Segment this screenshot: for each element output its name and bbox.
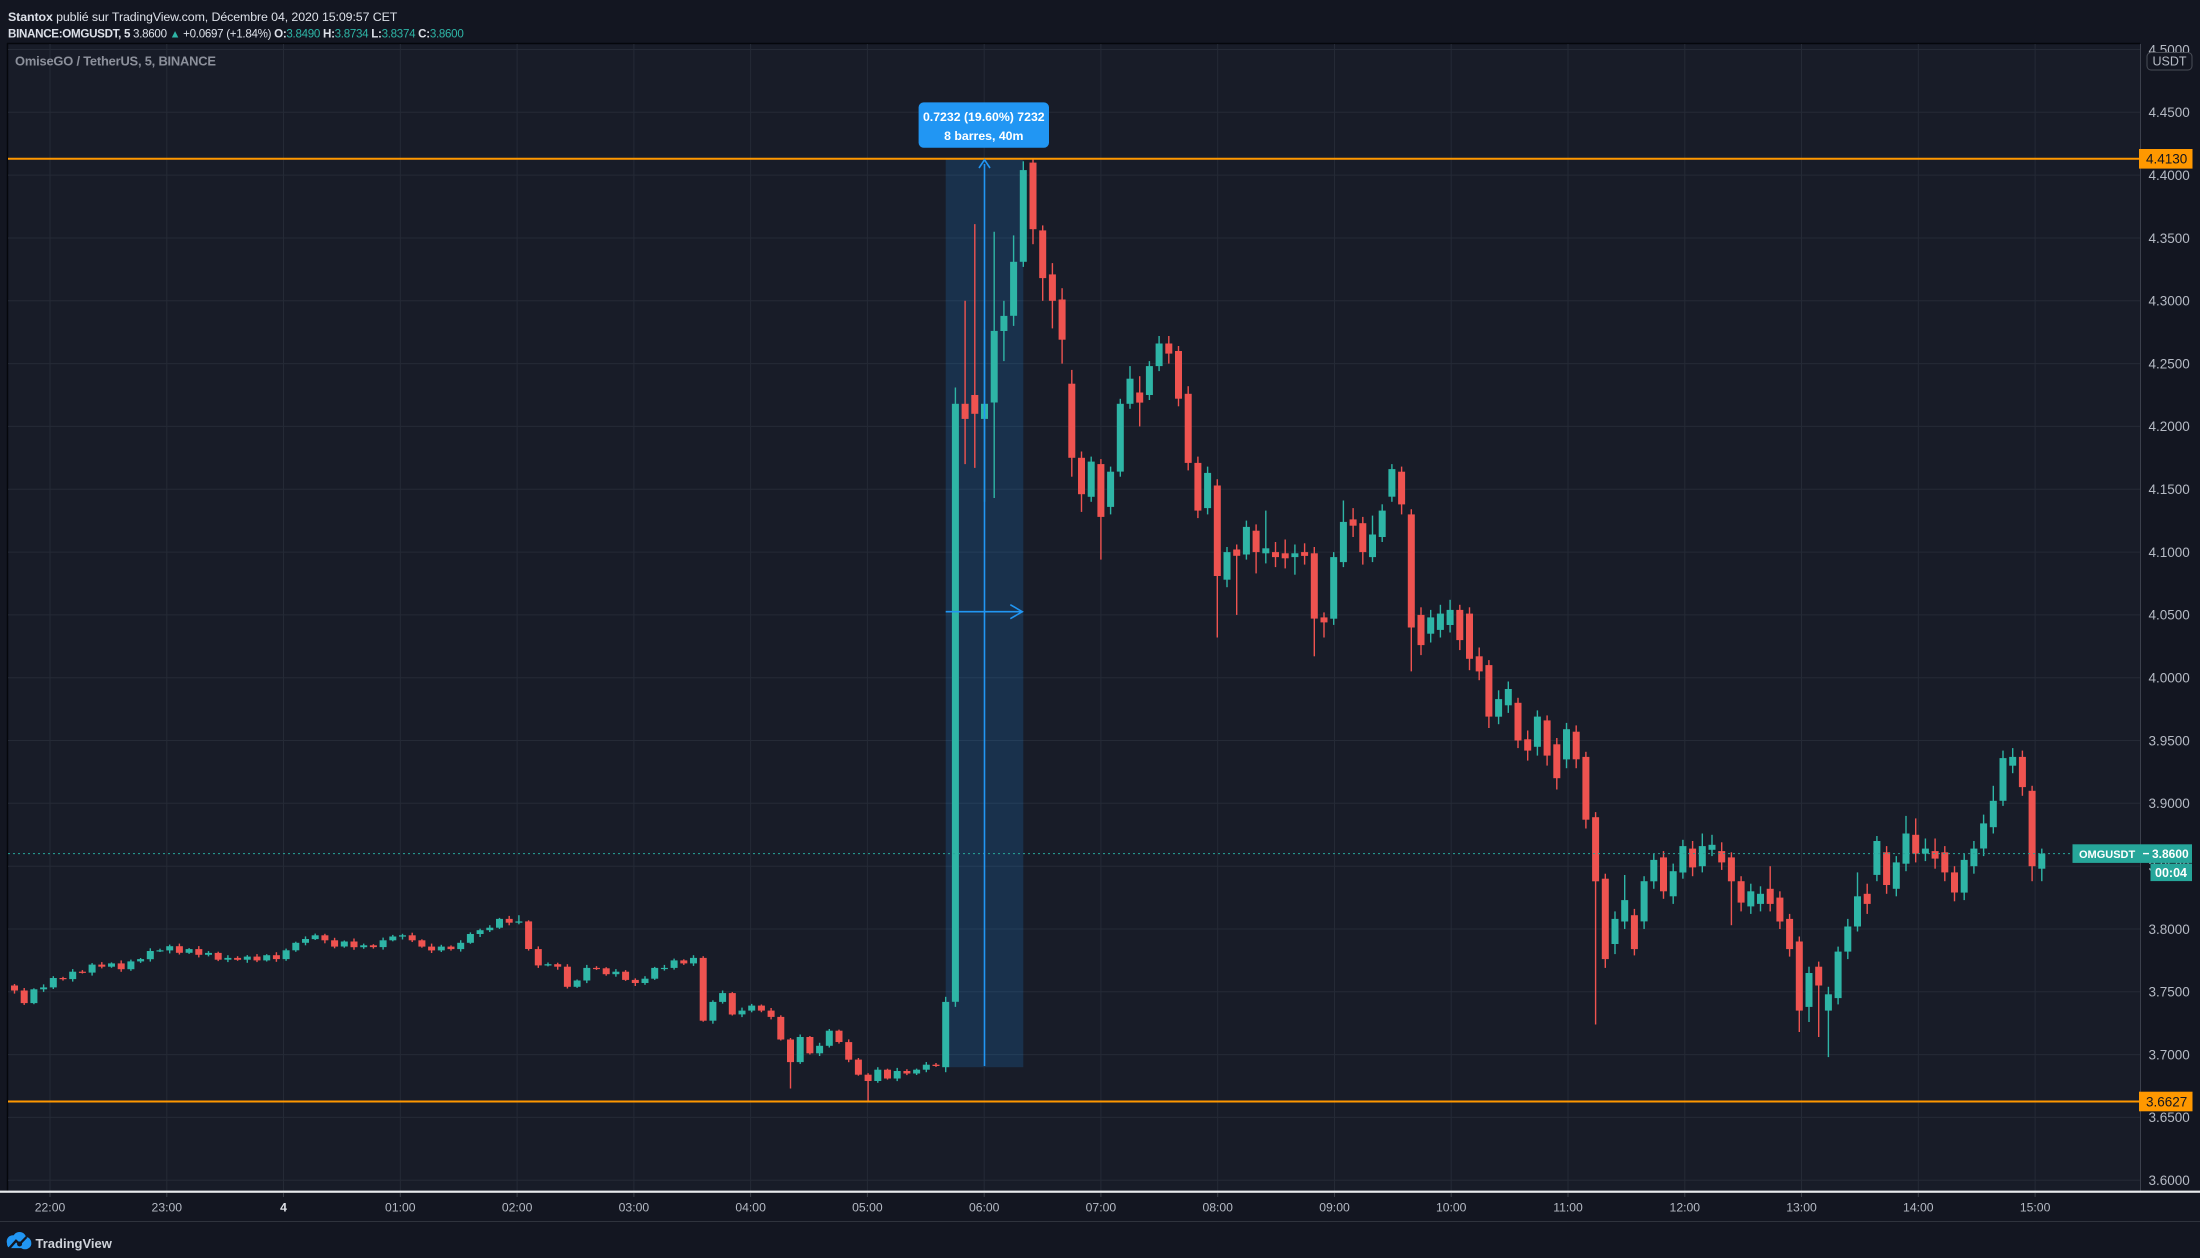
svg-text:3.6500: 3.6500: [2149, 1110, 2190, 1125]
svg-text:3.8000: 3.8000: [2149, 922, 2190, 937]
svg-text:13:00: 13:00: [1786, 1201, 1817, 1215]
svg-text:11:00: 11:00: [1553, 1201, 1583, 1215]
svg-text:USDT: USDT: [2152, 55, 2186, 69]
svg-text:0.7232 (19.60%) 7232: 0.7232 (19.60%) 7232: [923, 110, 1045, 124]
svg-text:4.2000: 4.2000: [2149, 419, 2190, 434]
svg-text:4.2500: 4.2500: [2149, 356, 2190, 371]
svg-text:02:00: 02:00: [502, 1201, 533, 1215]
svg-text:07:00: 07:00: [1086, 1201, 1117, 1215]
svg-text:OmiseGO / TetherUS, 5, BINANCE: OmiseGO / TetherUS, 5, BINANCE: [15, 54, 216, 69]
svg-text:OMGUSDT: OMGUSDT: [2079, 849, 2136, 861]
svg-text:3.7000: 3.7000: [2149, 1047, 2190, 1062]
svg-text:4.1000: 4.1000: [2149, 545, 2190, 560]
svg-text:4.4500: 4.4500: [2149, 105, 2190, 120]
svg-text:06:00: 06:00: [969, 1201, 1000, 1215]
svg-text:00:04: 00:04: [2155, 866, 2187, 880]
svg-text:03:00: 03:00: [619, 1201, 650, 1215]
svg-text:8 barres, 40m: 8 barres, 40m: [944, 129, 1023, 143]
svg-text:4.4130: 4.4130: [2146, 152, 2187, 167]
svg-text:14:00: 14:00: [1903, 1201, 1934, 1215]
svg-text:08:00: 08:00: [1202, 1201, 1233, 1215]
svg-text:23:00: 23:00: [152, 1201, 183, 1215]
svg-text:3.8600: 3.8600: [2152, 847, 2189, 861]
svg-text:4.3000: 4.3000: [2149, 294, 2190, 309]
svg-text:09:00: 09:00: [1319, 1201, 1350, 1215]
svg-text:4.4000: 4.4000: [2149, 168, 2190, 183]
svg-text:TradingView: TradingView: [36, 1236, 113, 1251]
svg-text:4.3500: 4.3500: [2149, 231, 2190, 246]
svg-text:Stantox publié sur TradingView: Stantox publié sur TradingView.com, Déce…: [8, 10, 398, 24]
svg-text:3.6000: 3.6000: [2149, 1173, 2190, 1188]
svg-text:3.7500: 3.7500: [2149, 985, 2190, 1000]
svg-text:05:00: 05:00: [852, 1201, 883, 1215]
svg-text:4.0000: 4.0000: [2149, 671, 2190, 686]
svg-text:04:00: 04:00: [735, 1201, 766, 1215]
svg-text:22:00: 22:00: [35, 1201, 66, 1215]
svg-text:3.6627: 3.6627: [2146, 1094, 2187, 1109]
svg-text:3.9000: 3.9000: [2149, 796, 2190, 811]
svg-text:4.1500: 4.1500: [2149, 482, 2190, 497]
svg-text:3.9500: 3.9500: [2149, 733, 2190, 748]
svg-text:15:00: 15:00: [2020, 1201, 2051, 1215]
svg-text:10:00: 10:00: [1436, 1201, 1467, 1215]
svg-text:4: 4: [280, 1201, 287, 1215]
svg-text:12:00: 12:00: [1670, 1201, 1701, 1215]
svg-text:4.0500: 4.0500: [2149, 608, 2190, 623]
svg-text:01:00: 01:00: [385, 1201, 416, 1215]
svg-text:BINANCE:OMGUSDT, 5 3.8600 ▲ +0: BINANCE:OMGUSDT, 5 3.8600 ▲ +0.0697 (+1.…: [8, 28, 463, 41]
